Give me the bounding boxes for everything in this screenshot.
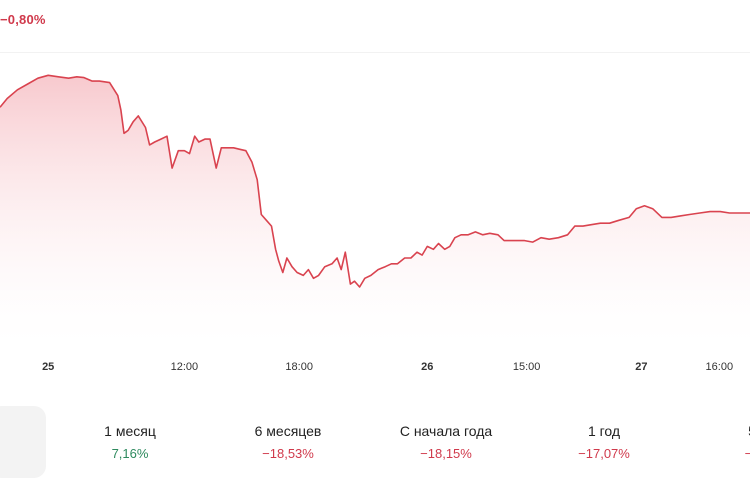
- period-item[interactable]: 6 месяцев −18,53%: [218, 420, 358, 464]
- price-series-line: [0, 74, 750, 288]
- period-return-value: −18,53%: [262, 446, 314, 461]
- period-label: 6 месяцев: [254, 423, 322, 439]
- price-area-chart[interactable]: 25 12:00 18:00 26 15:00 27 16:00: [0, 0, 750, 400]
- period-label: С начала года: [399, 423, 493, 439]
- x-tick-label: 16:00: [706, 361, 734, 373]
- period-label: 1 месяц: [104, 423, 156, 439]
- period-return-value: −18,15%: [420, 446, 472, 461]
- period-item[interactable]: 5−4: [682, 420, 750, 464]
- x-tick-label: 26: [421, 361, 433, 373]
- x-tick-label: 12:00: [171, 361, 199, 373]
- period-item[interactable]: 1 месяц 7,16%: [60, 420, 200, 464]
- period-item[interactable]: С начала года −18,15%: [376, 420, 516, 464]
- x-tick-label: 27: [635, 361, 647, 373]
- top-divider: [0, 52, 750, 53]
- x-axis: 25 12:00 18:00 26 15:00 27 16:00: [42, 361, 733, 373]
- x-tick-label: 15:00: [513, 361, 541, 373]
- period-selector-tab[interactable]: [0, 406, 46, 478]
- price-area-fill: [0, 75, 750, 346]
- period-return-value: −4: [744, 446, 750, 461]
- period-item[interactable]: 1 год −17,07%: [534, 420, 674, 464]
- period-label: 1 год: [587, 423, 621, 439]
- x-tick-label: 25: [42, 361, 54, 373]
- period-return-value: 7,16%: [111, 446, 149, 461]
- area-layer: [0, 75, 750, 346]
- price-change-percent: −0,80%: [0, 12, 46, 27]
- period-return-value: −17,07%: [578, 446, 630, 461]
- line-layer: [0, 74, 750, 288]
- period-label: 5: [682, 420, 750, 442]
- period-returns: 1 месяц 7,16% 6 месяцев −18,53% С начала год…: [0, 420, 750, 470]
- x-tick-label: 18:00: [285, 361, 313, 373]
